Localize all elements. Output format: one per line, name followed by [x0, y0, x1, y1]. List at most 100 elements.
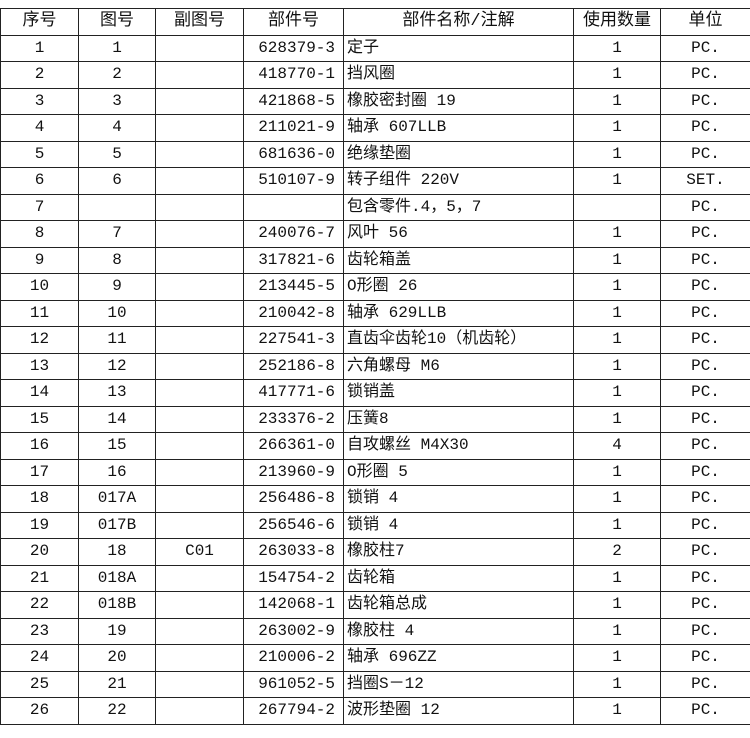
table-row: 16 15 266361-0 自攻螺丝 M4X30 4 PC. — [0, 432, 750, 460]
cell-quantity: 1 — [573, 485, 661, 513]
table-row: 6 6 510107-9 转子组件 220V 1 SET. — [0, 167, 750, 195]
cell-quantity: 1 — [573, 511, 661, 539]
cell-part-no: 210042-8 — [243, 299, 344, 327]
parts-list-table: 序号 图号 副图号 部件号 部件名称/注解 使用数量 单位 1 1 628379-3 定子 1 PC.… — [0, 8, 750, 725]
cell-quantity: 1 — [573, 564, 661, 592]
cell-part-name: 挡风圈 — [343, 61, 574, 89]
cell-seq: 3 — [0, 87, 79, 115]
cell-part-name: 锁销盖 — [343, 379, 574, 407]
cell-quantity: 2 — [573, 538, 661, 566]
cell-part-name: 轴承 629LLB — [343, 299, 574, 327]
header-part-no: 部件号 — [243, 8, 344, 36]
table-row: 20 18 C01 263033-8 橡胶柱7 2 PC. — [0, 538, 750, 566]
cell-part-no: 418770-1 — [243, 61, 344, 89]
cell-quantity: 1 — [573, 61, 661, 89]
cell-unit: PC. — [660, 379, 750, 407]
cell-unit: PC. — [660, 697, 750, 725]
cell-part-no: 267794-2 — [243, 697, 344, 725]
cell-unit: PC. — [660, 246, 750, 274]
cell-figure-no: 20 — [78, 644, 156, 672]
cell-part-no: 210006-2 — [243, 644, 344, 672]
cell-part-name: 锁销 4 — [343, 485, 574, 513]
cell-sub-figure-no — [155, 273, 244, 301]
cell-part-name: 六角螺母 M6 — [343, 352, 574, 380]
table-row: 25 21 961052-5 挡圈S－12 1 PC. — [0, 670, 750, 698]
cell-sub-figure-no — [155, 220, 244, 248]
table-row: 18 017A 256486-8 锁销 4 1 PC. — [0, 485, 750, 513]
cell-quantity: 1 — [573, 114, 661, 142]
cell-figure-no: 4 — [78, 114, 156, 142]
cell-seq: 1 — [0, 34, 79, 62]
cell-figure-no: 018B — [78, 591, 156, 619]
cell-part-no: 213960-9 — [243, 458, 344, 486]
table-row: 2 2 418770-1 挡风圈 1 PC. — [0, 61, 750, 89]
cell-sub-figure-no — [155, 405, 244, 433]
table-row: 4 4 211021-9 轴承 607LLB 1 PC. — [0, 114, 750, 142]
header-unit: 单位 — [660, 8, 750, 36]
cell-unit: PC. — [660, 458, 750, 486]
header-sub-figure-no: 副图号 — [155, 8, 244, 36]
cell-seq: 5 — [0, 140, 79, 168]
cell-seq: 16 — [0, 432, 79, 460]
cell-seq: 12 — [0, 326, 79, 354]
table-row: 15 14 233376-2 压簧8 1 PC. — [0, 405, 750, 433]
cell-part-name: 压簧8 — [343, 405, 574, 433]
cell-sub-figure-no — [155, 326, 244, 354]
cell-seq: 14 — [0, 379, 79, 407]
cell-quantity: 1 — [573, 273, 661, 301]
cell-quantity: 4 — [573, 432, 661, 460]
cell-part-no: 256546-6 — [243, 511, 344, 539]
cell-seq: 7 — [0, 193, 79, 221]
cell-quantity: 1 — [573, 379, 661, 407]
cell-seq: 24 — [0, 644, 79, 672]
cell-quantity: 1 — [573, 644, 661, 672]
cell-sub-figure-no — [155, 114, 244, 142]
cell-figure-no: 21 — [78, 670, 156, 698]
cell-sub-figure-no — [155, 617, 244, 645]
cell-unit: SET. — [660, 167, 750, 195]
table-row: 11 10 210042-8 轴承 629LLB 1 PC. — [0, 299, 750, 327]
cell-seq: 17 — [0, 458, 79, 486]
cell-figure-no: 10 — [78, 299, 156, 327]
cell-sub-figure-no — [155, 564, 244, 592]
cell-seq: 15 — [0, 405, 79, 433]
cell-seq: 22 — [0, 591, 79, 619]
cell-part-name: 橡胶柱7 — [343, 538, 574, 566]
cell-unit: PC. — [660, 61, 750, 89]
header-row: 序号 图号 副图号 部件号 部件名称/注解 使用数量 单位 — [0, 8, 750, 36]
table-row: 10 9 213445-5 O形圈 26 1 PC. — [0, 273, 750, 301]
cell-part-name: 转子组件 220V — [343, 167, 574, 195]
cell-part-no: 233376-2 — [243, 405, 344, 433]
cell-part-no: 317821-6 — [243, 246, 344, 274]
cell-sub-figure-no — [155, 352, 244, 380]
cell-unit: PC. — [660, 352, 750, 380]
cell-seq: 26 — [0, 697, 79, 725]
cell-quantity: 1 — [573, 34, 661, 62]
cell-part-name: 橡胶密封圈 19 — [343, 87, 574, 115]
cell-quantity: 1 — [573, 299, 661, 327]
cell-part-name: 风叶 56 — [343, 220, 574, 248]
cell-sub-figure-no — [155, 167, 244, 195]
cell-unit: PC. — [660, 326, 750, 354]
table-row: 5 5 681636-0 绝缘垫圈 1 PC. — [0, 140, 750, 168]
cell-figure-no: 8 — [78, 246, 156, 274]
cell-figure-no: 017B — [78, 511, 156, 539]
cell-figure-no: 15 — [78, 432, 156, 460]
cell-part-no: 417771-6 — [243, 379, 344, 407]
cell-unit: PC. — [660, 405, 750, 433]
cell-part-name: 橡胶柱 4 — [343, 617, 574, 645]
cell-seq: 8 — [0, 220, 79, 248]
table-row: 8 7 240076-7 风叶 56 1 PC. — [0, 220, 750, 248]
table-row: 23 19 263002-9 橡胶柱 4 1 PC. — [0, 617, 750, 645]
cell-unit: PC. — [660, 564, 750, 592]
cell-unit: PC. — [660, 114, 750, 142]
cell-figure-no: 22 — [78, 697, 156, 725]
cell-sub-figure-no — [155, 34, 244, 62]
cell-part-name: 绝缘垫圈 — [343, 140, 574, 168]
table-row: 24 20 210006-2 轴承 696ZZ 1 PC. — [0, 644, 750, 672]
cell-part-name: O形圈 26 — [343, 273, 574, 301]
cell-seq: 21 — [0, 564, 79, 592]
cell-part-name: 包含零件.4，5，7 — [343, 193, 574, 221]
cell-sub-figure-no — [155, 87, 244, 115]
cell-part-name: O形圈 5 — [343, 458, 574, 486]
